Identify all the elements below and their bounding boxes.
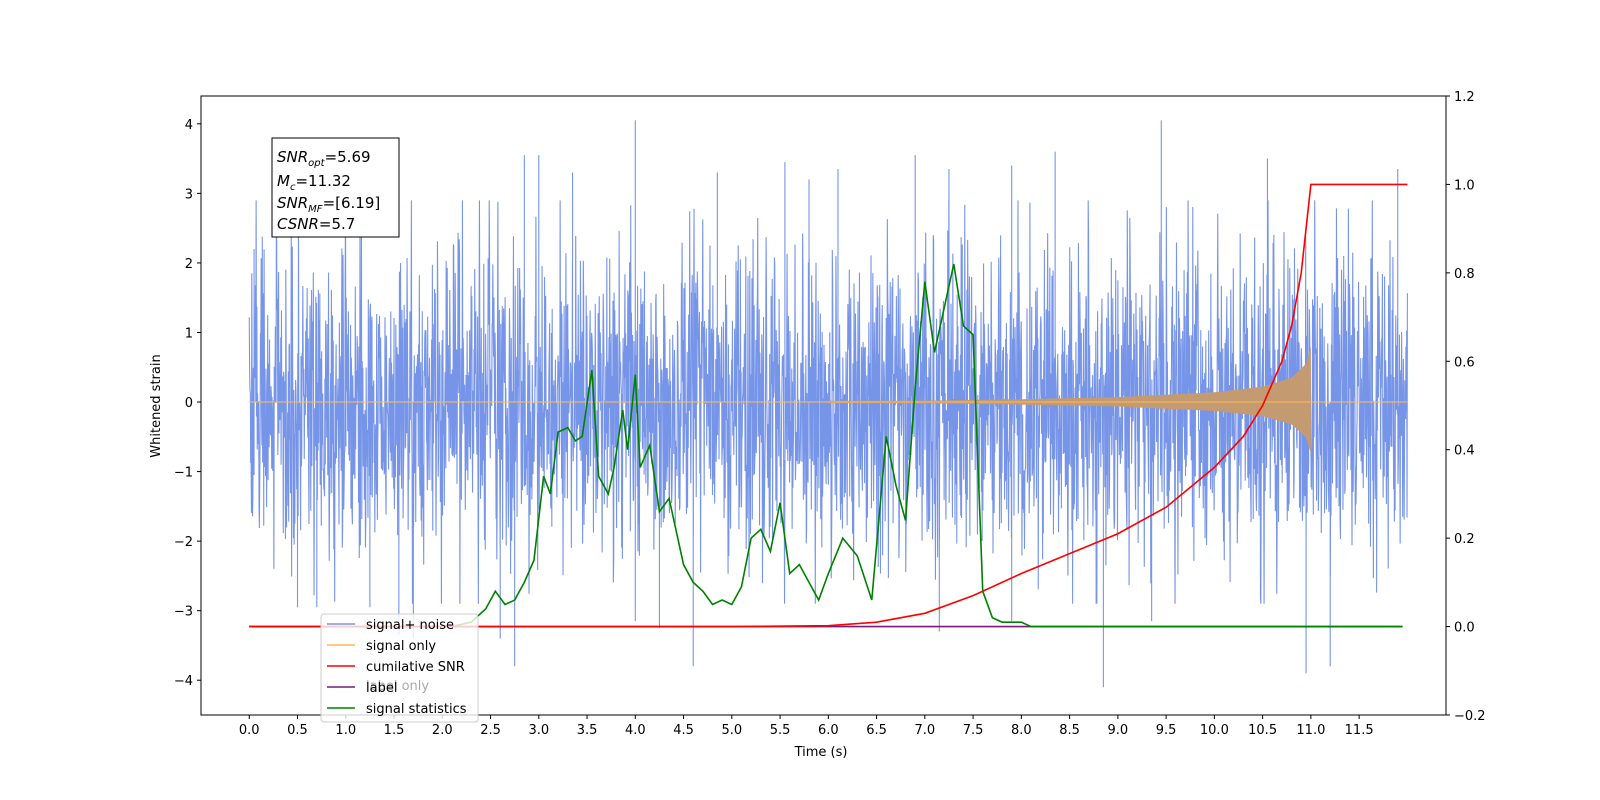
y-tick-label: 3 bbox=[185, 187, 193, 202]
annotation-snr-mf: SNRMF=[6.19] bbox=[277, 194, 380, 215]
x-tick-label: 4.0 bbox=[625, 723, 646, 738]
annotation-frame bbox=[271, 137, 400, 238]
x-tick-label: 4.5 bbox=[673, 723, 694, 738]
y2-tick-label: 0.0 bbox=[1454, 621, 1475, 636]
y2-tick-label: 0.6 bbox=[1454, 355, 1475, 370]
legend-frame bbox=[320, 613, 479, 723]
y-tick-label: −3 bbox=[174, 605, 193, 620]
y-tick-label: 0 bbox=[185, 396, 193, 411]
x-tick-label: 10.0 bbox=[1200, 723, 1229, 738]
annotation-box: SNRopt=5.69 Mc=11.32 SNRMF=[6.19] CSNR=5… bbox=[271, 137, 400, 238]
x-tick-label: 10.5 bbox=[1248, 723, 1277, 738]
x-tick-label: 7.0 bbox=[914, 723, 935, 738]
y-axis-left: −4 −3 −2 −1 0 1 2 3 4 bbox=[174, 118, 201, 689]
x-tick-label: 5.5 bbox=[770, 723, 791, 738]
x-tick-label: 7.5 bbox=[963, 723, 984, 738]
legend: label only signal+ noise signal only cumil… bbox=[320, 613, 479, 723]
y2-tick-label: 1.2 bbox=[1454, 90, 1475, 105]
y2-tick-label: 0.2 bbox=[1454, 532, 1475, 547]
annotation-snr-opt: SNRopt=5.69 bbox=[277, 148, 371, 169]
x-tick-label: 8.5 bbox=[1059, 723, 1080, 738]
annotation-csnr: CSNR=5.7 bbox=[277, 215, 355, 233]
cumulative-snr-line bbox=[249, 183, 1408, 628]
y2-tick-label: 1.0 bbox=[1454, 178, 1475, 193]
axes-frame bbox=[200, 95, 1447, 716]
x-tick-label: 1.5 bbox=[384, 723, 405, 738]
legend-label: cumilative SNR bbox=[366, 660, 465, 675]
legend-label: signal statistics bbox=[366, 702, 467, 717]
x-tick-label: 6.0 bbox=[818, 723, 839, 738]
signal-statistics-line bbox=[249, 263, 1403, 628]
x-tick-label: 2.0 bbox=[432, 723, 453, 738]
x-tick-label: 3.5 bbox=[577, 723, 598, 738]
legend-label: label bbox=[366, 681, 397, 696]
x-tick-label: 5.0 bbox=[721, 723, 742, 738]
y-tick-label: −1 bbox=[174, 466, 193, 481]
y-tick-label: −4 bbox=[174, 674, 193, 689]
x-tick-label: 9.5 bbox=[1156, 723, 1177, 738]
legend-label: signal only bbox=[366, 639, 436, 654]
x-tick-label: 11.5 bbox=[1345, 723, 1374, 738]
legend-label: signal+ noise bbox=[366, 618, 454, 633]
x-tick-label: 0.5 bbox=[287, 723, 308, 738]
signal-only-envelope bbox=[828, 346, 1311, 454]
annotation-mc: Mc=11.32 bbox=[277, 172, 351, 193]
x-tick-label: 9.0 bbox=[1108, 723, 1129, 738]
x-tick-label: 0.0 bbox=[239, 723, 260, 738]
legend-items: signal+ noise signal only cumilative SNR la… bbox=[327, 618, 467, 717]
x-tick-label: 11.0 bbox=[1296, 723, 1325, 738]
y2-tick-label: −0.2 bbox=[1454, 709, 1486, 724]
x-tick-label: 6.5 bbox=[866, 723, 887, 738]
y-tick-label: −2 bbox=[174, 535, 193, 550]
y2-tick-label: 0.4 bbox=[1454, 444, 1475, 459]
y-tick-label: 4 bbox=[185, 118, 193, 133]
signal-noise-line bbox=[248, 120, 1408, 688]
x-tick-label: 8.0 bbox=[1011, 723, 1032, 738]
x-tick-label: 3.0 bbox=[528, 723, 549, 738]
y-axis-label: Whitened strain bbox=[149, 354, 164, 457]
y-tick-label: 1 bbox=[185, 326, 193, 341]
legend-hidden-text: label only bbox=[366, 679, 429, 694]
x-tick-label: 1.0 bbox=[335, 723, 356, 738]
y-tick-label: 2 bbox=[185, 257, 193, 272]
y2-tick-label: 0.8 bbox=[1454, 267, 1475, 282]
x-tick-label: 2.5 bbox=[480, 723, 501, 738]
x-axis-label: Time (s) bbox=[794, 745, 848, 760]
x-axis: 0.0 0.5 1.0 1.5 2.0 2.5 3.0 3.5 4.0 4.5 5.0 5.5 6.0 6… bbox=[239, 715, 1374, 738]
y-axis-right: −0.2 0.0 0.2 0.4 0.6 0.8 1.0 1.2 bbox=[1446, 90, 1486, 724]
